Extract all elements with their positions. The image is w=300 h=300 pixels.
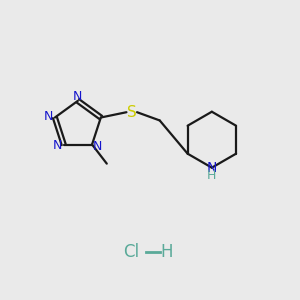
- Text: N: N: [207, 161, 217, 175]
- Text: N: N: [52, 140, 62, 152]
- Text: N: N: [73, 90, 82, 103]
- Text: N: N: [93, 140, 102, 153]
- Text: H: H: [160, 243, 172, 261]
- Text: Cl: Cl: [123, 243, 139, 261]
- Text: H: H: [207, 169, 217, 182]
- Text: N: N: [44, 110, 53, 122]
- Text: S: S: [127, 105, 136, 120]
